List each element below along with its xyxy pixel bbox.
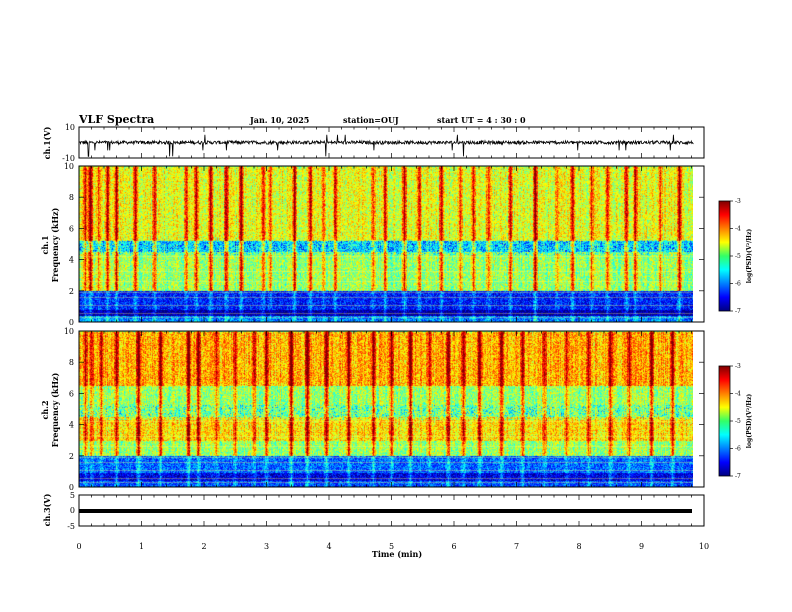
ch1-ytick-label: 2 — [69, 287, 74, 296]
ch1-ytick-top: 10 — [65, 123, 75, 132]
ch1-ytick-label: 6 — [69, 224, 74, 233]
colorbar-tick-label: -3 — [735, 363, 741, 370]
ch2-ytick-label: 0 — [69, 483, 74, 492]
colorbar-tick-label: -5 — [735, 253, 741, 260]
ch2-ytick-label: 10 — [64, 327, 74, 336]
ch2-spectrogram-xticks — [78, 331, 705, 487]
ch1-waveform-trace — [79, 134, 694, 157]
ch2-spectrogram-image-wrap — [79, 331, 693, 487]
ch2-spectrogram-yticks: 0 2 4 6 8 10 — [64, 327, 704, 492]
time-axis-tick-labels: 0 1 2 3 4 5 6 7 8 9 10 — [76, 542, 709, 551]
ch1-spectrogram-image — [79, 166, 693, 322]
ch2-colorbar — [718, 365, 731, 477]
ch1-waveform-xticks — [78, 127, 705, 158]
time-axis-label: Time (min) — [372, 549, 422, 559]
ch1-spectrogram-xticks — [78, 166, 705, 322]
time-tick-label: 5 — [389, 542, 394, 551]
ch1-colorbar-label: log(PSD)(V²/Hz) — [746, 229, 753, 284]
time-tick-label: 3 — [264, 542, 269, 551]
ch3-waveform-xticks — [78, 495, 705, 526]
ch2-spectrogram-ylabel: Frequency (kHz) — [50, 372, 60, 447]
ch3-ytick-bottom: -5 — [67, 522, 75, 531]
ch1-waveform-panel: 10 -10 ch.1(V) — [42, 123, 705, 163]
ch3-waveform-panel: 5 0 -5 ch.3(V) — [42, 491, 705, 531]
time-tick-label: 0 — [76, 542, 81, 551]
ch2-colorbar-ticks: -3 -4 -5 -6 -7 — [730, 363, 741, 480]
ch3-ytick-mid: 0 — [70, 506, 75, 515]
colorbar-tick-label: -4 — [735, 391, 741, 398]
time-tick-label: 9 — [639, 542, 644, 551]
ch1-colorbar — [718, 200, 731, 312]
time-tick-label: 1 — [139, 542, 144, 551]
colorbar-tick-label: -6 — [735, 446, 741, 453]
ch1-ytick-label: 0 — [69, 318, 74, 327]
ch1-spectrogram-yticks: 0 2 4 6 8 10 — [64, 162, 704, 327]
figure-title: VLF Spectra — [78, 113, 154, 126]
start-ut-label: start UT = 4 : 30 : 0 — [437, 115, 526, 125]
ch2-colorbar-label: log(PSD)(V²/Hz) — [746, 394, 753, 449]
ch2-spectrogram-channel-label: ch.2 — [40, 400, 50, 419]
colorbar-tick-label: -4 — [735, 226, 741, 233]
ch1-spectrogram-ylabel: Frequency (kHz) — [50, 207, 60, 282]
ch1-spectrogram-channel-label: ch.1 — [40, 235, 50, 254]
ch1-ytick-label: 4 — [69, 256, 74, 265]
time-tick-label: 4 — [326, 542, 331, 551]
time-tick-label: 10 — [699, 542, 709, 551]
time-tick-label: 6 — [451, 542, 456, 551]
ch3-ylabel: ch.3(V) — [42, 493, 52, 526]
date-label: Jan. 10, 2025 — [249, 115, 309, 125]
ch2-spectrogram-image — [79, 331, 693, 487]
colorbar-tick-label: -7 — [735, 308, 741, 315]
station-label: station=OUJ — [343, 115, 399, 125]
ch3-ytick-top: 5 — [70, 491, 75, 500]
ch1-ylabel: ch.1(V) — [42, 126, 52, 159]
ch2-ytick-label: 6 — [69, 389, 74, 398]
ch1-spectrogram-image-wrap — [79, 166, 693, 322]
ch2-ytick-label: 4 — [69, 421, 74, 430]
time-tick-label: 7 — [514, 542, 519, 551]
ch1-ytick-bottom: -10 — [62, 154, 75, 163]
ch1-ytick-label: 8 — [69, 193, 74, 202]
time-tick-label: 2 — [201, 542, 206, 551]
ch1-colorbar-ticks: -3 -4 -5 -6 -7 — [730, 198, 741, 315]
colorbar-tick-label: -7 — [735, 473, 741, 480]
colorbar-tick-label: -5 — [735, 418, 741, 425]
ch1-ytick-label: 10 — [64, 162, 74, 171]
ch2-ytick-label: 2 — [69, 452, 74, 461]
time-tick-label: 8 — [576, 542, 581, 551]
colorbar-tick-label: -3 — [735, 198, 741, 205]
colorbar-tick-label: -6 — [735, 281, 741, 288]
ch2-ytick-label: 8 — [69, 358, 74, 367]
